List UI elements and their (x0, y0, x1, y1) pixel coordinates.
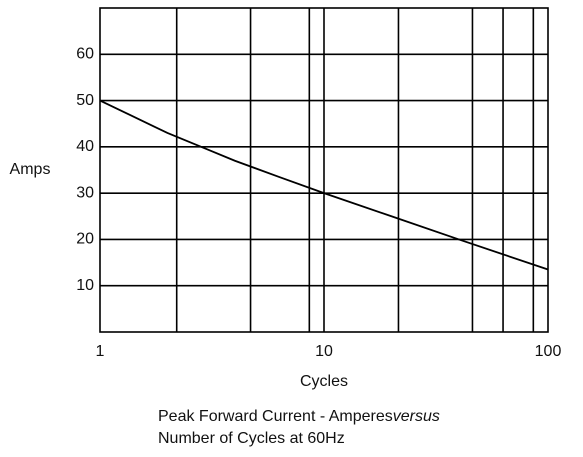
y-tick-label: 60 (76, 46, 94, 63)
caption-line2: Number of Cycles at 60Hz (158, 430, 345, 447)
caption: Peak Forward Current - Amperesversus (158, 408, 440, 425)
caption-emphasis: versus (393, 408, 440, 425)
x-tick-label: 10 (315, 343, 333, 360)
y-tick-label: 50 (76, 92, 94, 109)
y-tick-label: 30 (76, 184, 94, 201)
caption-text: Peak Forward Current - Amperes (158, 408, 393, 425)
x-tick-label: 1 (96, 343, 105, 360)
data-line (99, 99, 549, 271)
x-tick-label: 100 (535, 343, 562, 360)
y-tick-label: 40 (76, 138, 94, 155)
y-axis-label: Amps (10, 161, 51, 178)
y-tick-label: 20 (76, 231, 94, 248)
x-axis-label: Cycles (300, 373, 348, 390)
y-tick-label: 10 (76, 277, 94, 294)
